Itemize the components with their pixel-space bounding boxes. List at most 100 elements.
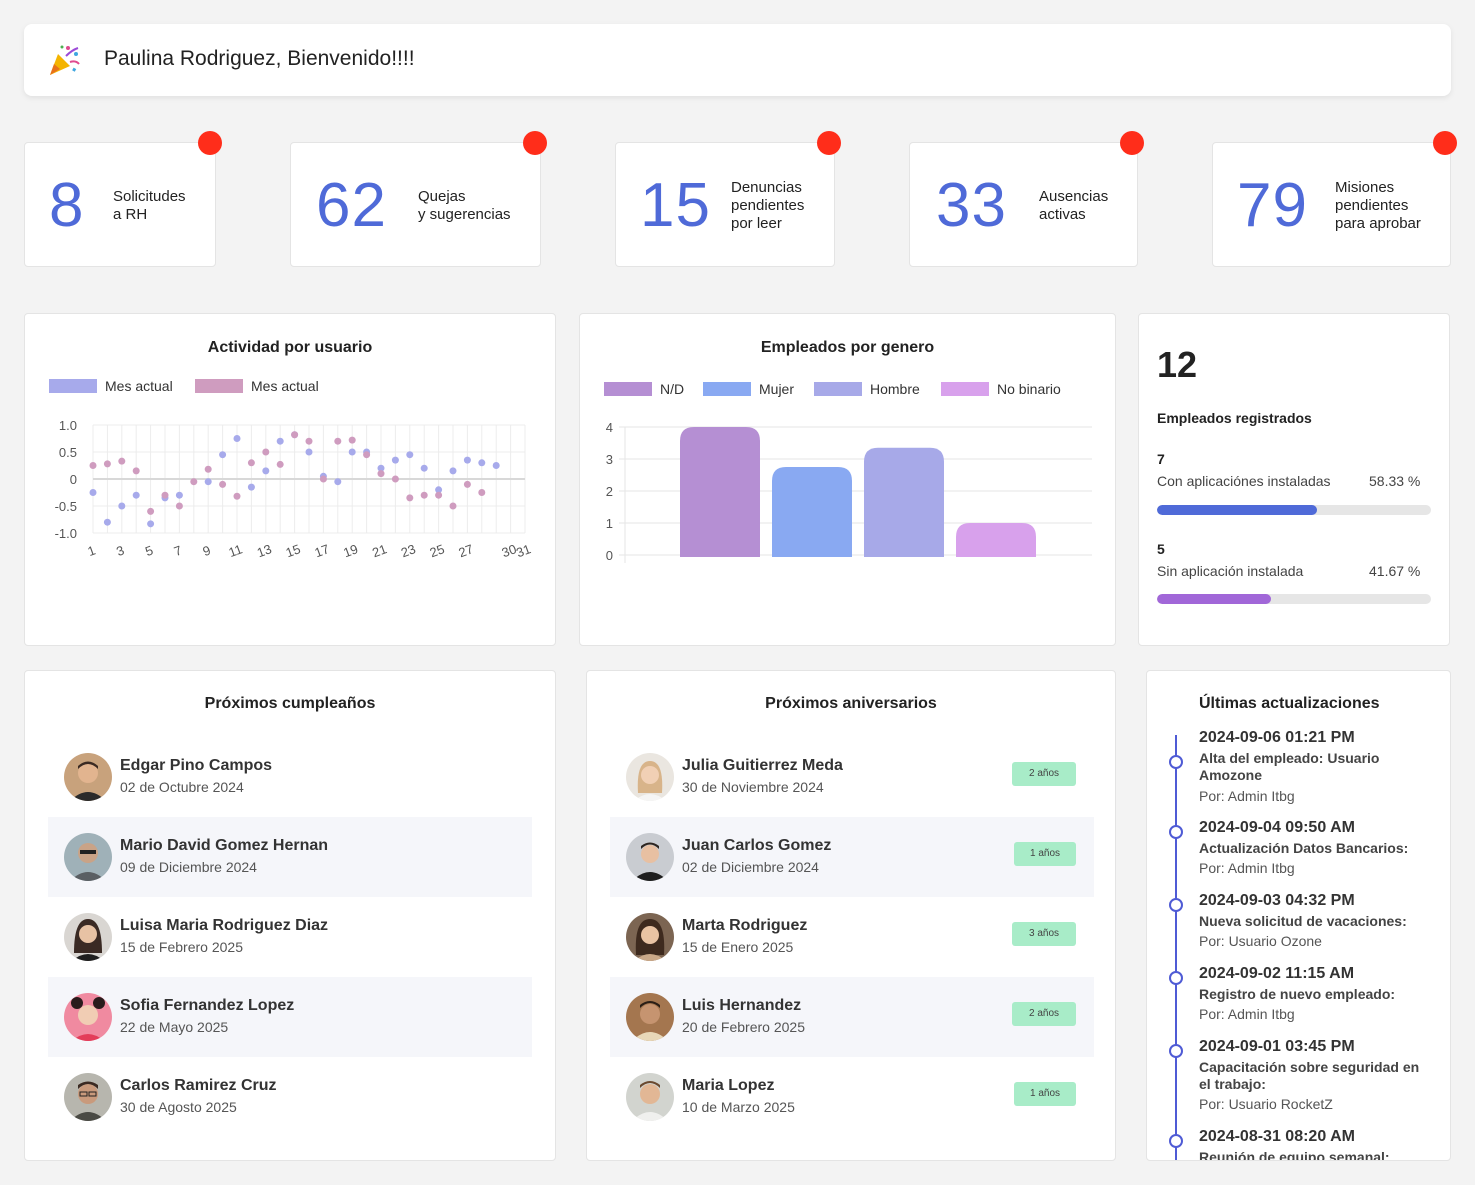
party-popper-icon bbox=[50, 45, 80, 75]
x-tick-label: 1 bbox=[85, 542, 97, 559]
update-date: 2024-09-06 01:21 PM bbox=[1199, 729, 1355, 746]
person-date: 30 de Noviembre 2024 bbox=[682, 779, 824, 795]
stat-card-misiones[interactable]: 79 Misiones pendientes para aprobar bbox=[1212, 131, 1457, 267]
scatter-point[interactable] bbox=[463, 480, 471, 488]
list-item[interactable]: Luis Hernandez 20 de Febrero 2025 2 años bbox=[610, 977, 1094, 1057]
stat-card-denuncias[interactable]: 15 Denuncias pendientes por leer bbox=[615, 131, 841, 267]
years-badge: 1 años bbox=[1014, 1082, 1076, 1106]
scatter-point[interactable] bbox=[406, 451, 414, 459]
scatter-point[interactable] bbox=[334, 437, 342, 445]
scatter-point[interactable] bbox=[204, 478, 212, 486]
scatter-point[interactable] bbox=[219, 480, 227, 488]
scatter-point[interactable] bbox=[363, 451, 371, 459]
scatter-point[interactable] bbox=[435, 486, 443, 494]
scatter-point[interactable] bbox=[449, 467, 457, 475]
scatter-point[interactable] bbox=[348, 448, 356, 456]
list-item[interactable]: Sofia Fernandez Lopez 22 de Mayo 2025 bbox=[48, 977, 532, 1057]
list-item[interactable]: Marta Rodriguez 15 de Enero 2025 3 años bbox=[610, 897, 1094, 977]
scatter-point[interactable] bbox=[161, 491, 169, 499]
scatter-point[interactable] bbox=[175, 491, 183, 499]
scatter-point[interactable] bbox=[175, 502, 183, 510]
person-name: Luisa Maria Rodriguez Diaz bbox=[120, 917, 329, 934]
scatter-point[interactable] bbox=[276, 460, 284, 468]
scatter-point[interactable] bbox=[132, 467, 140, 475]
legend-item[interactable]: Mujer bbox=[703, 381, 794, 397]
scatter-point[interactable] bbox=[262, 467, 270, 475]
scatter-point[interactable] bbox=[420, 491, 428, 499]
list-item[interactable]: Mario David Gomez Hernan 09 de Diciembre… bbox=[48, 817, 532, 897]
scatter-point[interactable] bbox=[319, 475, 327, 483]
x-tick-label: 11 bbox=[227, 541, 245, 560]
x-tick-label: 23 bbox=[399, 541, 418, 560]
scatter-point[interactable] bbox=[147, 507, 155, 515]
scatter-point[interactable] bbox=[334, 478, 342, 486]
scatter-point[interactable] bbox=[391, 475, 399, 483]
scatter-point[interactable] bbox=[276, 437, 284, 445]
anniversaries-title: Próximos aniversarios bbox=[765, 695, 937, 712]
list-item[interactable]: Carlos Ramirez Cruz 30 de Agosto 2025 bbox=[48, 1057, 532, 1137]
scatter-point[interactable] bbox=[406, 494, 414, 502]
x-tick-label: 3 bbox=[114, 542, 126, 559]
legend-item[interactable]: Hombre bbox=[814, 381, 920, 397]
legend-item[interactable]: Mes actual bbox=[195, 378, 319, 394]
stat-label: Denuncias pendientes por leer bbox=[731, 179, 805, 232]
scatter-point[interactable] bbox=[478, 489, 486, 496]
without-app-percent: 41.67 % bbox=[1369, 563, 1421, 579]
scatter-point[interactable] bbox=[147, 520, 155, 528]
scatter-point[interactable] bbox=[435, 491, 443, 499]
scatter-point[interactable] bbox=[463, 456, 471, 464]
x-tick-label: 31 bbox=[514, 541, 533, 560]
scatter-point[interactable] bbox=[449, 502, 457, 510]
bar[interactable] bbox=[864, 447, 944, 557]
scatter-point[interactable] bbox=[233, 492, 241, 500]
list-item[interactable]: Edgar Pino Campos 02 de Octubre 2024 bbox=[48, 737, 532, 817]
stat-card-solicitudes[interactable]: 8 Solicitudes a RH bbox=[24, 131, 222, 267]
update-description: Capacitación sobre seguridad en el traba… bbox=[1199, 1059, 1420, 1092]
scatter-point[interactable] bbox=[492, 462, 500, 469]
scatter-point[interactable] bbox=[391, 456, 399, 464]
list-item[interactable]: Julia Guitierrez Meda 30 de Noviembre 20… bbox=[610, 737, 1094, 817]
list-item[interactable]: Maria Lopez 10 de Marzo 2025 1 años bbox=[610, 1057, 1094, 1137]
legend-item[interactable]: Mes actual bbox=[49, 378, 173, 394]
scatter-point[interactable] bbox=[348, 436, 356, 444]
scatter-point[interactable] bbox=[89, 489, 97, 496]
scatter-point[interactable] bbox=[118, 457, 126, 465]
scatter-point[interactable] bbox=[291, 431, 299, 439]
scatter-point[interactable] bbox=[103, 518, 111, 526]
bar[interactable] bbox=[680, 427, 760, 557]
scatter-point[interactable] bbox=[262, 448, 270, 456]
list-item[interactable]: Luisa Maria Rodriguez Diaz 15 de Febrero… bbox=[48, 897, 532, 977]
notification-dot bbox=[817, 131, 841, 155]
legend-swatch bbox=[941, 382, 989, 396]
stat-label: Quejas y sugerencias bbox=[418, 188, 511, 223]
bar[interactable] bbox=[772, 467, 852, 557]
update-author: Por: Admin Itbg bbox=[1199, 788, 1295, 804]
scatter-point[interactable] bbox=[219, 451, 227, 459]
scatter-point[interactable] bbox=[118, 502, 126, 510]
scatter-point[interactable] bbox=[103, 460, 111, 468]
y-tick-label: 0 bbox=[606, 548, 613, 563]
legend-item[interactable]: No binario bbox=[941, 381, 1061, 397]
stat-value: 62 bbox=[316, 171, 387, 240]
update-description: Alta del empleado: Usuario Amozone bbox=[1199, 750, 1380, 783]
list-item[interactable]: Juan Carlos Gomez 02 de Diciembre 2024 1… bbox=[610, 817, 1094, 897]
stat-card-quejas[interactable]: 62 Quejas y sugerencias bbox=[290, 131, 547, 267]
scatter-point[interactable] bbox=[204, 465, 212, 473]
scatter-point[interactable] bbox=[247, 459, 255, 467]
bar[interactable] bbox=[956, 523, 1036, 557]
scatter-point[interactable] bbox=[305, 448, 313, 456]
scatter-point[interactable] bbox=[377, 470, 385, 478]
without-app-progress bbox=[1157, 594, 1431, 604]
scatter-point[interactable] bbox=[247, 483, 255, 491]
scatter-point[interactable] bbox=[305, 437, 313, 445]
scatter-point[interactable] bbox=[233, 435, 241, 442]
legend-item[interactable]: N/D bbox=[604, 381, 684, 397]
scatter-point[interactable] bbox=[420, 464, 428, 472]
scatter-point[interactable] bbox=[190, 478, 198, 486]
scatter-point[interactable] bbox=[377, 464, 385, 472]
scatter-point[interactable] bbox=[132, 491, 140, 499]
scatter-point[interactable] bbox=[89, 462, 97, 469]
timeline-dot bbox=[1169, 755, 1183, 769]
scatter-point[interactable] bbox=[478, 459, 486, 467]
stat-card-ausencias[interactable]: 33 Ausencias activas bbox=[909, 131, 1144, 267]
